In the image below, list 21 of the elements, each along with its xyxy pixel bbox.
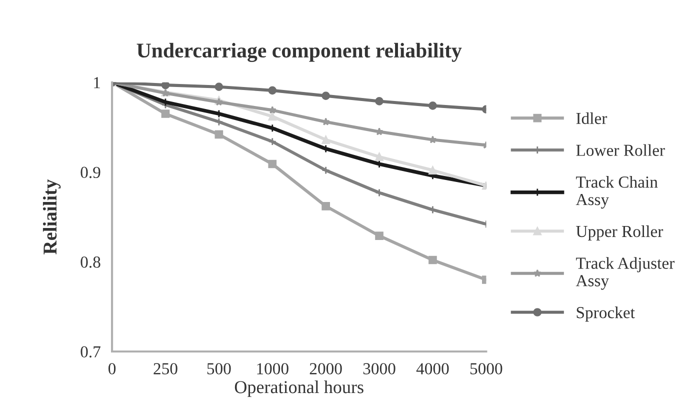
y-tick-label: 0.7 <box>80 346 100 358</box>
legend-label: Track Chain Assy <box>576 176 658 209</box>
x-tick-label: 500 <box>207 363 231 374</box>
legend-label: Idler <box>576 112 608 124</box>
x-tick-label: 0 <box>108 363 116 374</box>
legend-label: Lower Roller <box>576 144 665 156</box>
y-axis-title: Reliaility <box>42 179 61 254</box>
legend-label: Sprocket <box>576 306 635 322</box>
legend-label: Track Adjuster Assy <box>576 257 674 290</box>
y-tick-label: 0.9 <box>80 166 100 178</box>
x-tick-label: 250 <box>154 363 178 374</box>
legend-label: Upper Roller <box>576 225 664 240</box>
x-axis-title: Operational hours <box>234 380 364 397</box>
x-tick-label: 5000 <box>470 363 502 374</box>
chart-title: Undercarriage component reliability <box>136 42 462 62</box>
y-tick-label: 0.8 <box>80 256 100 268</box>
x-tick-label: 1000 <box>257 363 288 374</box>
x-tick-label: 4000 <box>416 363 449 374</box>
x-tick-label: 2000 <box>310 363 342 374</box>
y-tick-label: 1 <box>94 77 100 88</box>
x-tick-label: 3000 <box>363 363 396 374</box>
